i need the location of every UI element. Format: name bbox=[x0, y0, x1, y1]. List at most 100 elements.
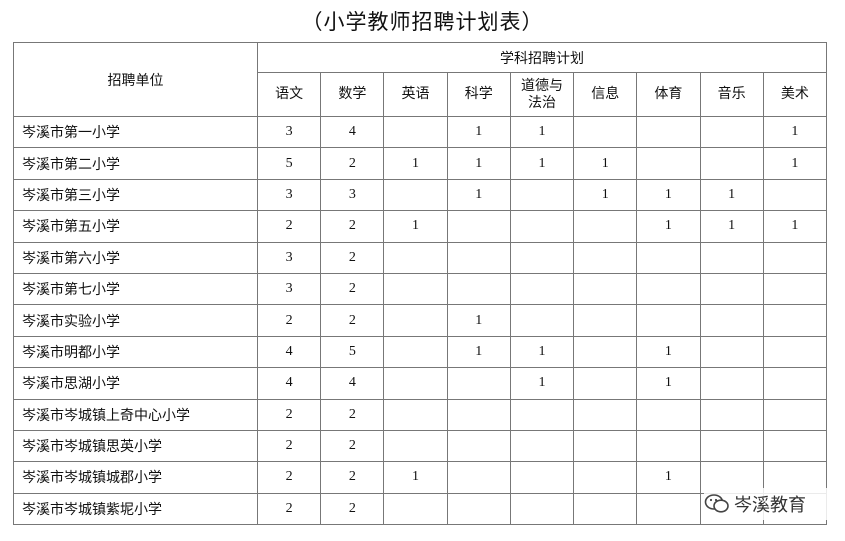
unit-name: 岑溪市岑城镇城郡小学 bbox=[13, 461, 258, 494]
count-cell: 5 bbox=[256, 147, 322, 180]
count-cell: 4 bbox=[256, 367, 322, 400]
count-cell bbox=[699, 272, 764, 306]
count-cell bbox=[383, 367, 448, 400]
count-cell bbox=[699, 335, 764, 369]
unit-name: 岑溪市岑城镇上奇中心小学 bbox=[13, 398, 258, 431]
count-cell bbox=[446, 461, 511, 494]
count-cell bbox=[762, 304, 828, 337]
count-cell: 1 bbox=[636, 178, 701, 212]
count-cell: 1 bbox=[636, 335, 701, 369]
count-cell: 4 bbox=[256, 335, 322, 369]
table-row: 岑溪市思湖小学 4 4 1 1 bbox=[13, 367, 828, 400]
recruit-table: 招聘单位 学科招聘计划 语文 数学 英语 科学 道德与法治 信息 体育 音乐 美术 岑溪市第一小… bbox=[13, 42, 828, 526]
count-cell bbox=[573, 272, 638, 306]
count-cell bbox=[383, 429, 448, 463]
count-cell: 4 bbox=[320, 367, 385, 400]
count-cell: 1 bbox=[636, 210, 701, 243]
count-cell bbox=[383, 304, 448, 337]
count-cell: 1 bbox=[446, 335, 511, 369]
count-cell: 1 bbox=[446, 304, 511, 337]
count-cell: 2 bbox=[320, 272, 385, 306]
group-header: 学科招聘计划 bbox=[257, 42, 827, 73]
count-cell: 1 bbox=[383, 210, 448, 243]
count-cell bbox=[762, 272, 828, 306]
count-cell bbox=[636, 398, 701, 431]
count-cell: 2 bbox=[256, 492, 322, 526]
table-row: 岑溪市第七小学 3 2 bbox=[13, 272, 828, 306]
subject-label: 美术 bbox=[780, 87, 809, 102]
subject-label: 数学 bbox=[338, 87, 367, 102]
count-cell: 2 bbox=[320, 429, 385, 463]
count-cell: 1 bbox=[762, 147, 828, 180]
count-cell bbox=[383, 398, 448, 431]
count-cell: 1 bbox=[762, 115, 828, 149]
count-cell: 2 bbox=[320, 147, 385, 180]
count-cell: 2 bbox=[320, 492, 385, 526]
count-cell bbox=[762, 429, 828, 463]
unit-name: 岑溪市第六小学 bbox=[13, 241, 258, 274]
count-cell bbox=[699, 115, 764, 149]
table-head: 招聘单位 学科招聘计划 语文 数学 英语 科学 道德与法治 信息 体育 音乐 美术 bbox=[13, 42, 828, 117]
subject-label: 信息 bbox=[591, 87, 620, 102]
table-row: 岑溪市明都小学 4 5 1 1 1 bbox=[13, 335, 828, 369]
count-cell bbox=[509, 210, 575, 243]
count-cell bbox=[383, 272, 448, 306]
subject-row: 语文 数学 英语 科学 道德与法治 信息 体育 音乐 美术 bbox=[14, 72, 828, 117]
count-cell: 1 bbox=[446, 178, 511, 212]
count-cell: 3 bbox=[256, 178, 322, 212]
count-cell: 1 bbox=[699, 178, 764, 212]
count-cell: 2 bbox=[256, 210, 322, 243]
table-row: 岑溪市岑城镇城郡小学 2 2 1 1 bbox=[13, 461, 828, 494]
subject-label: 科学 bbox=[464, 87, 493, 102]
unit-name: 岑溪市第三小学 bbox=[13, 178, 258, 212]
count-cell: 2 bbox=[320, 241, 385, 274]
watermark-text: 岑溪教育 bbox=[734, 495, 806, 516]
title: （小学教师招聘计划表） bbox=[301, 10, 544, 34]
count-cell bbox=[762, 367, 828, 400]
count-cell: 1 bbox=[446, 147, 511, 180]
count-cell bbox=[573, 398, 638, 431]
count-cell: 2 bbox=[256, 429, 322, 463]
count-cell: 3 bbox=[256, 241, 322, 274]
table-row: 岑溪市实验小学 2 2 1 bbox=[13, 304, 828, 337]
count-cell bbox=[636, 304, 701, 337]
count-cell bbox=[636, 492, 701, 526]
table-row: 岑溪市第一小学 3 4 1 1 1 bbox=[13, 115, 828, 149]
subject-header: 英语 bbox=[383, 72, 448, 117]
count-cell bbox=[699, 398, 764, 431]
unit-name: 岑溪市思湖小学 bbox=[13, 367, 258, 400]
count-cell: 2 bbox=[320, 304, 385, 337]
count-cell bbox=[509, 492, 575, 526]
count-cell bbox=[636, 272, 701, 306]
count-cell: 2 bbox=[320, 398, 385, 431]
subject-label: 语文 bbox=[275, 87, 304, 102]
subject-label: 体育 bbox=[654, 87, 683, 102]
unit-name: 岑溪市明都小学 bbox=[13, 335, 258, 369]
count-cell bbox=[383, 492, 448, 526]
unit-name: 岑溪市实验小学 bbox=[13, 304, 258, 337]
count-cell: 1 bbox=[383, 461, 448, 494]
subject-header: 道德与法治 bbox=[509, 72, 575, 117]
unit-name: 岑溪市第五小学 bbox=[13, 210, 258, 243]
count-cell bbox=[573, 429, 638, 463]
count-cell: 2 bbox=[256, 461, 322, 494]
count-cell bbox=[573, 115, 638, 149]
count-cell bbox=[699, 429, 764, 463]
subject-header: 体育 bbox=[636, 72, 701, 117]
unit-name: 岑溪市岑城镇思英小学 bbox=[13, 429, 258, 463]
count-cell bbox=[573, 241, 638, 274]
unit-name: 岑溪市第一小学 bbox=[13, 115, 258, 149]
count-cell bbox=[509, 178, 575, 212]
count-cell bbox=[762, 241, 828, 274]
unit-name: 岑溪市第二小学 bbox=[13, 147, 258, 180]
count-cell bbox=[636, 147, 701, 180]
subject-header: 科学 bbox=[446, 72, 511, 117]
count-cell: 1 bbox=[699, 210, 764, 243]
count-cell bbox=[509, 461, 575, 494]
count-cell bbox=[383, 335, 448, 369]
watermark: 岑溪教育 bbox=[704, 488, 829, 520]
table-body: 岑溪市第一小学 3 4 1 1 1 岑溪市第二小学 5 2 1 1 1 1 1 岑溪市第三小学 3 3 1 1 1 1 岑… bbox=[13, 115, 828, 526]
count-cell: 2 bbox=[320, 461, 385, 494]
